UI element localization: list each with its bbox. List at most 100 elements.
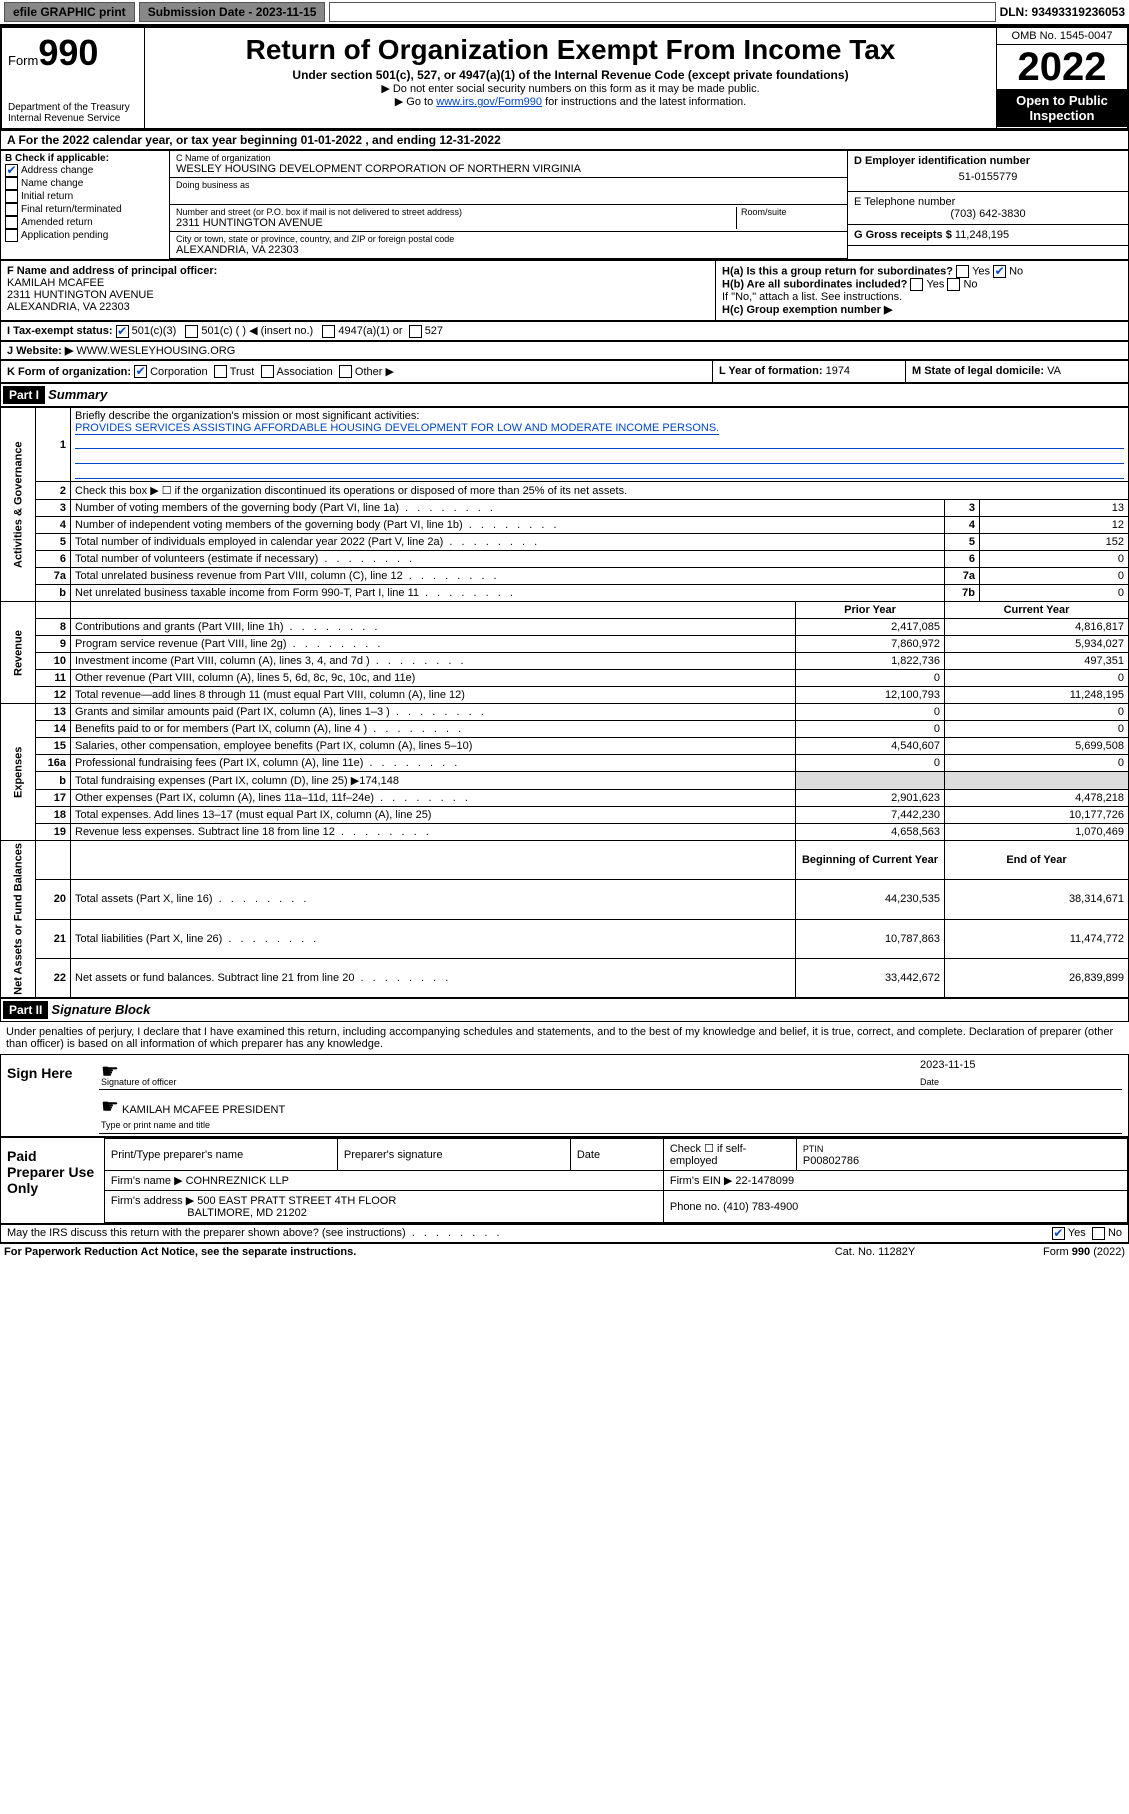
room-label: Room/suite bbox=[741, 207, 841, 217]
chk-self: Check ☐ if self-employed bbox=[663, 1139, 796, 1171]
part2-title: Signature Block bbox=[51, 1002, 150, 1017]
c20: 38,314,671 bbox=[945, 880, 1129, 919]
hb-note: If "No," attach a list. See instructions… bbox=[722, 291, 1122, 303]
form-label: Form bbox=[8, 53, 38, 68]
final-label: Final return/terminated bbox=[21, 204, 122, 215]
hb-yes[interactable] bbox=[910, 278, 923, 291]
irs-link[interactable]: www.irs.gov/Form990 bbox=[436, 96, 542, 108]
goto-post: for instructions and the latest informat… bbox=[542, 96, 746, 108]
initial-label: Initial return bbox=[21, 191, 73, 202]
firm-addr-label: Firm's address ▶ bbox=[111, 1195, 194, 1207]
name-label: C Name of organization bbox=[176, 153, 841, 163]
c18: 10,177,726 bbox=[945, 807, 1129, 824]
chk-501c3[interactable]: ✔ bbox=[116, 325, 129, 338]
l14: Benefits paid to or for members (Part IX… bbox=[75, 723, 464, 735]
chk-corp[interactable]: ✔ bbox=[134, 365, 147, 378]
firm-ein: 22-1478099 bbox=[735, 1175, 794, 1187]
year-formation-label: L Year of formation: bbox=[719, 365, 823, 377]
omb-number: OMB No. 1545-0047 bbox=[997, 28, 1127, 45]
amended-label: Amended return bbox=[21, 217, 93, 228]
website[interactable]: WWW.WESLEYHOUSING.ORG bbox=[76, 345, 235, 357]
gross-receipts: 11,248,195 bbox=[955, 229, 1009, 241]
submission-date: Submission Date - 2023-11-15 bbox=[139, 2, 326, 22]
boy-hdr: Beginning of Current Year bbox=[796, 841, 945, 880]
chk-4947[interactable] bbox=[322, 325, 335, 338]
chk-527[interactable] bbox=[409, 325, 422, 338]
chk-initial[interactable] bbox=[5, 190, 18, 203]
curr-hdr: Current Year bbox=[945, 602, 1129, 619]
c12: 11,248,195 bbox=[945, 687, 1129, 704]
v5: 152 bbox=[980, 534, 1129, 551]
chk-pending[interactable] bbox=[5, 229, 18, 242]
p20: 44,230,535 bbox=[796, 880, 945, 919]
chk-assoc[interactable] bbox=[261, 365, 274, 378]
l21: Total liabilities (Part X, line 26) bbox=[75, 933, 319, 945]
l3: Number of voting members of the governin… bbox=[75, 502, 496, 514]
c10: 497,351 bbox=[945, 653, 1129, 670]
p8: 2,417,085 bbox=[796, 619, 945, 636]
sig-date: 2023-11-15 bbox=[920, 1059, 1120, 1077]
l1-text: PROVIDES SERVICES ASSISTING AFFORDABLE H… bbox=[75, 422, 719, 435]
prep-phone: (410) 783-4900 bbox=[723, 1201, 798, 1213]
c11: 0 bbox=[945, 670, 1129, 687]
hb-no[interactable] bbox=[947, 278, 960, 291]
firm-ein-label: Firm's EIN ▶ bbox=[670, 1175, 733, 1187]
paid-preparer-label: Paid Preparer Use Only bbox=[1, 1138, 104, 1223]
ha-yes[interactable] bbox=[956, 265, 969, 278]
efile-print-btn[interactable]: efile GRAPHIC print bbox=[4, 2, 135, 22]
type-name-label: Type or print name and title bbox=[101, 1120, 210, 1130]
l9: Program service revenue (Part VIII, line… bbox=[75, 638, 383, 650]
p18: 7,442,230 bbox=[796, 807, 945, 824]
discuss-label: May the IRS discuss this return with the… bbox=[7, 1227, 1052, 1240]
dba-label: Doing business as bbox=[176, 180, 841, 190]
c16a: 0 bbox=[945, 755, 1129, 772]
officer-label: F Name and address of principal officer: bbox=[7, 265, 709, 277]
opt-501c: 501(c) ( ) ◀ (insert no.) bbox=[201, 325, 313, 337]
state-domicile: VA bbox=[1047, 365, 1061, 377]
firm-addr1: 500 EAST PRATT STREET 4TH FLOOR bbox=[197, 1195, 396, 1207]
pt-name-label: Print/Type preparer's name bbox=[104, 1139, 337, 1171]
c22: 26,839,899 bbox=[945, 958, 1129, 997]
topbar: efile GRAPHIC print Submission Date - 20… bbox=[0, 0, 1129, 26]
l22: Net assets or fund balances. Subtract li… bbox=[75, 972, 451, 984]
addr-change-label: Address change bbox=[21, 165, 93, 176]
date-label: Date bbox=[920, 1077, 1120, 1087]
eoy-hdr: End of Year bbox=[945, 841, 1129, 880]
opt-501c3: 501(c)(3) bbox=[132, 325, 177, 337]
hb-label: H(b) Are all subordinates included? bbox=[722, 278, 907, 290]
chk-trust[interactable] bbox=[214, 365, 227, 378]
box-b-label: B Check if applicable: bbox=[5, 153, 165, 164]
calendar-year-row: A For the 2022 calendar year, or tax yea… bbox=[0, 130, 1129, 150]
form-title: Return of Organization Exempt From Incom… bbox=[153, 34, 988, 66]
ha-no[interactable]: ✔ bbox=[993, 265, 1006, 278]
l19: Revenue less expenses. Subtract line 18 … bbox=[75, 826, 432, 838]
l17: Other expenses (Part IX, column (A), lin… bbox=[75, 792, 471, 804]
tax-exempt-row: I Tax-exempt status: ✔501(c)(3) 501(c) (… bbox=[0, 321, 1129, 341]
p11: 0 bbox=[796, 670, 945, 687]
sign-block: Sign Here ☛ Signature of officer 2023-11… bbox=[0, 1054, 1129, 1137]
l16a: Professional fundraising fees (Part IX, … bbox=[75, 757, 460, 769]
phone: (703) 642-3830 bbox=[854, 208, 1122, 220]
chk-final[interactable] bbox=[5, 203, 18, 216]
l7b: Net unrelated business taxable income fr… bbox=[75, 587, 516, 599]
form-header: Form990 Department of the Treasury Inter… bbox=[0, 26, 1129, 130]
discuss-no[interactable] bbox=[1092, 1227, 1105, 1240]
chk-name-change[interactable] bbox=[5, 177, 18, 190]
dln: DLN: 93493319236053 bbox=[1000, 5, 1125, 19]
l12: Total revenue—add lines 8 through 11 (mu… bbox=[75, 689, 465, 701]
ptin-label: PTIN bbox=[803, 1144, 824, 1154]
tax-exempt-label: I Tax-exempt status: bbox=[7, 325, 113, 337]
opt-4947: 4947(a)(1) or bbox=[338, 325, 402, 337]
p10: 1,822,736 bbox=[796, 653, 945, 670]
goto-pre: ▶ Go to bbox=[395, 96, 436, 108]
sig-officer-label: Signature of officer bbox=[101, 1077, 920, 1087]
l16b: Total fundraising expenses (Part IX, col… bbox=[75, 775, 399, 787]
ptin: P00802786 bbox=[803, 1155, 859, 1167]
chk-other[interactable] bbox=[339, 365, 352, 378]
chk-addr-change[interactable]: ✔ bbox=[5, 164, 18, 177]
chk-amended[interactable] bbox=[5, 216, 18, 229]
discuss-yes[interactable]: ✔ bbox=[1052, 1227, 1065, 1240]
year-formation: 1974 bbox=[826, 365, 850, 377]
chk-501c[interactable] bbox=[185, 325, 198, 338]
ein: 51-0155779 bbox=[854, 167, 1122, 187]
